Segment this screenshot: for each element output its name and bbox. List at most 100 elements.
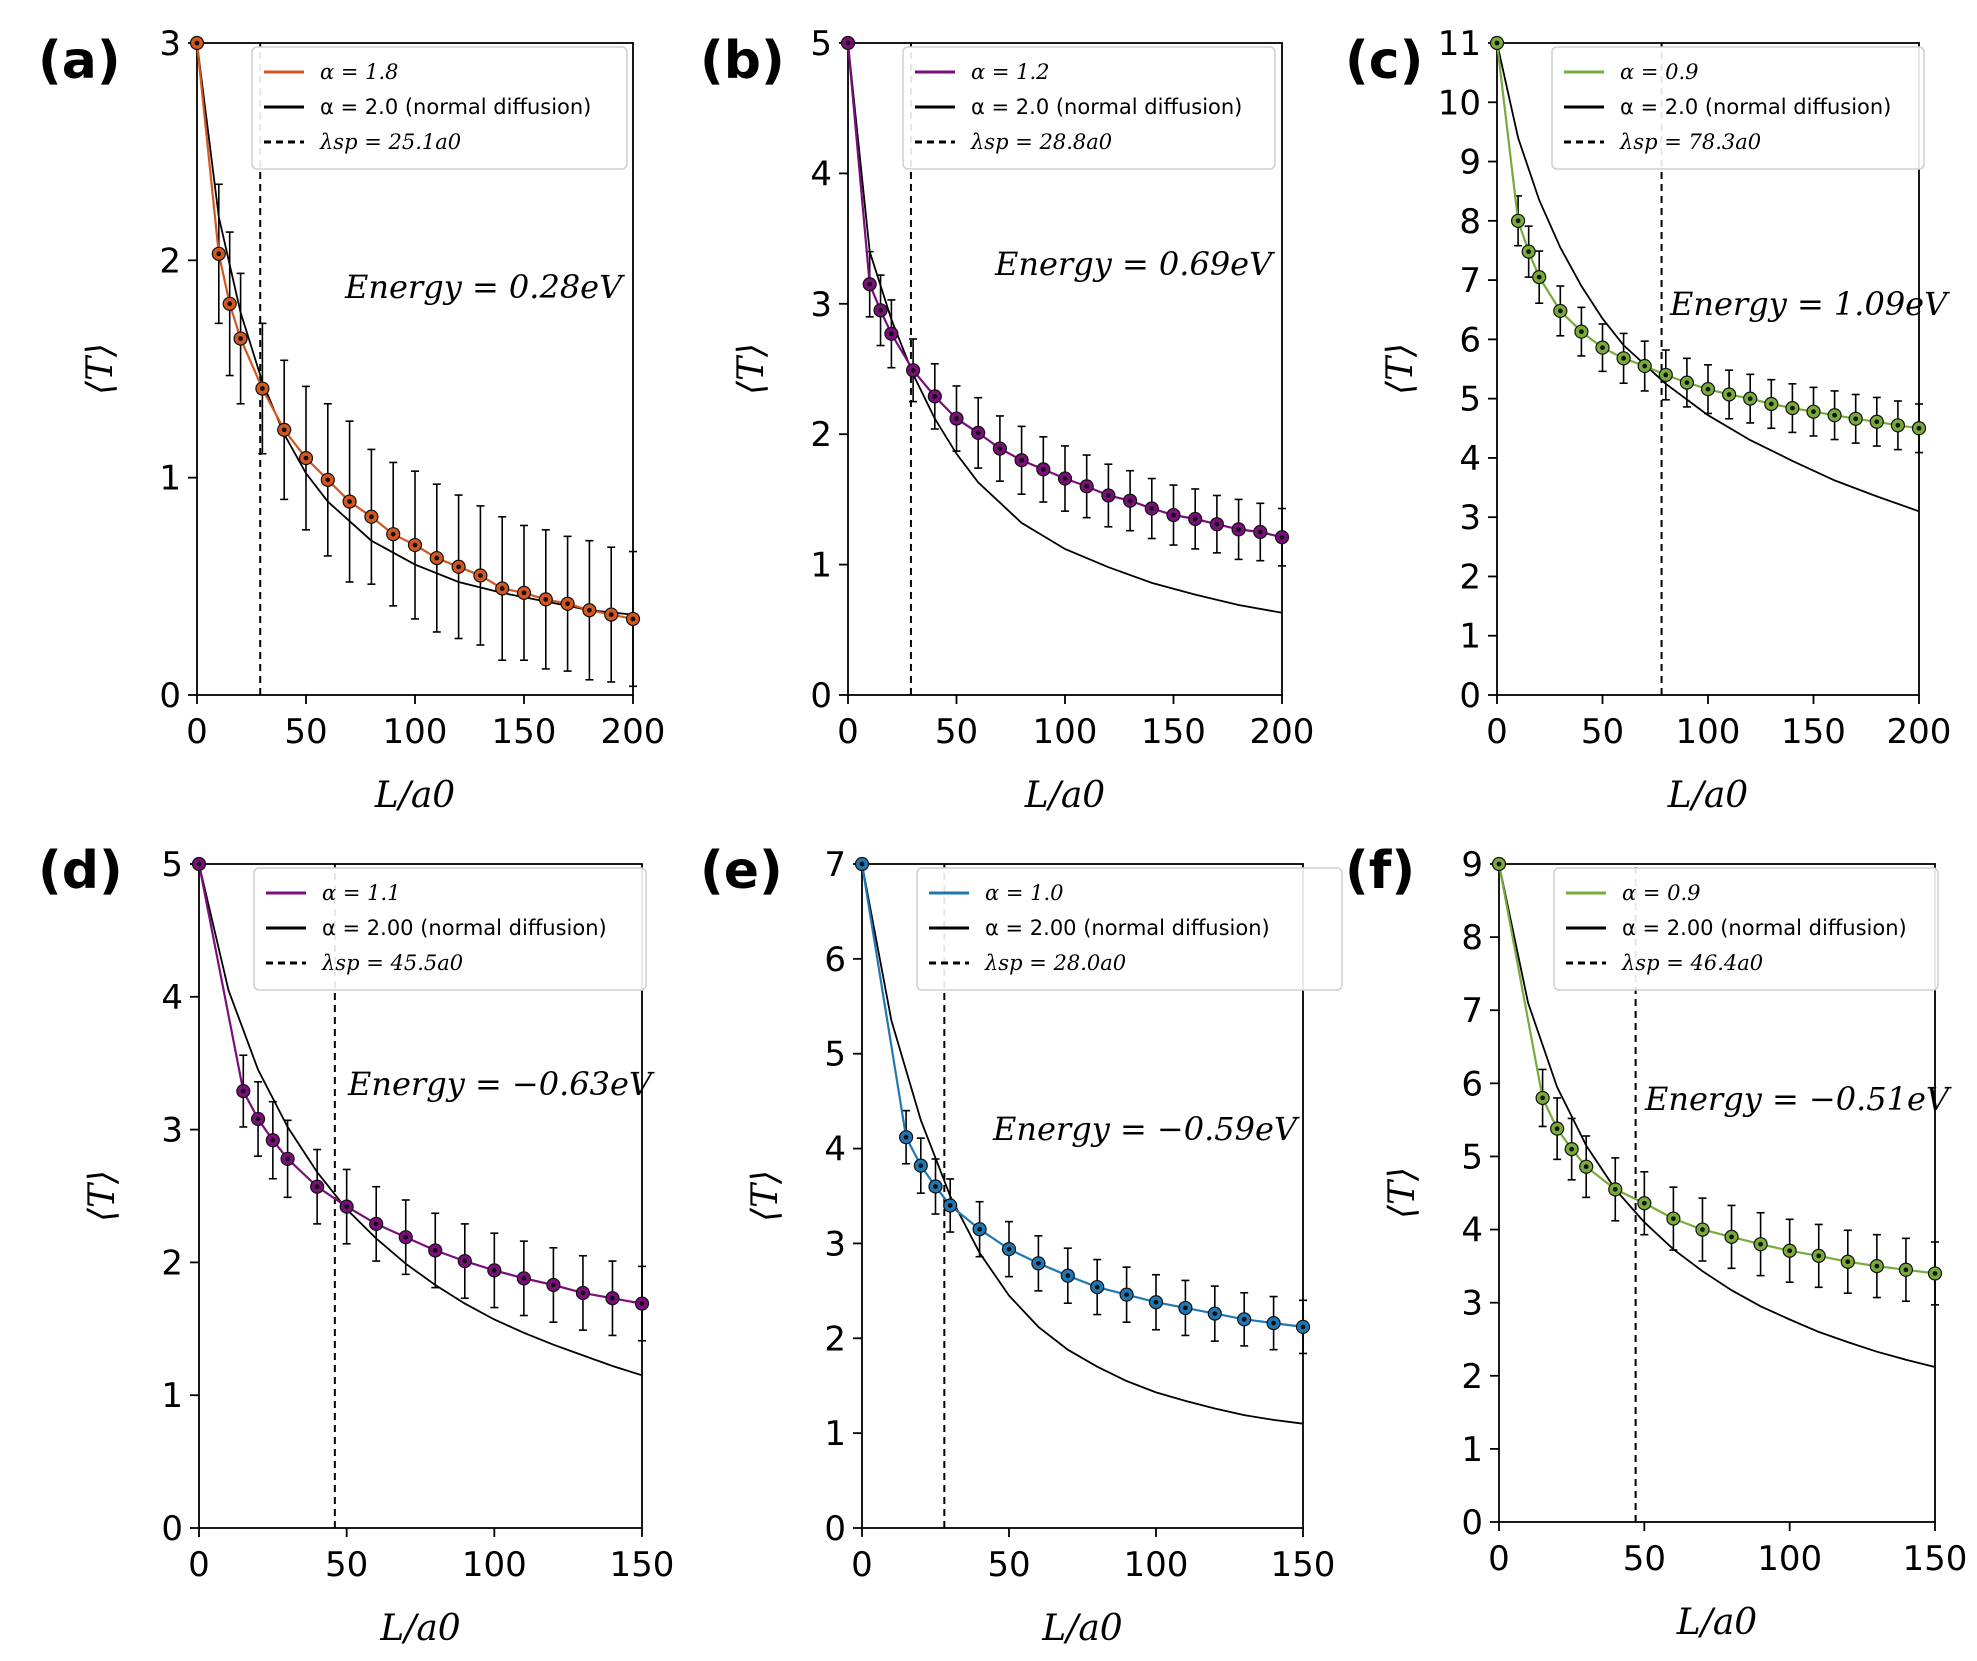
data-point-center bbox=[1895, 422, 1901, 428]
x-axis-label: L/a0 bbox=[1024, 775, 1105, 816]
x-tick-label: 150 bbox=[1271, 1545, 1336, 1585]
y-tick-label: 0 bbox=[1461, 1503, 1483, 1543]
y-tick-label: 3 bbox=[159, 24, 181, 64]
data-point-center bbox=[1811, 409, 1816, 415]
legend-lambda-label: λsp = 46.4a0 bbox=[1621, 951, 1763, 975]
y-tick-label: 4 bbox=[1459, 439, 1481, 479]
data-point-center bbox=[878, 307, 883, 313]
y-tick-label: 3 bbox=[1459, 498, 1481, 538]
legend-normal-label: α = 2.00 (normal diffusion) bbox=[1622, 916, 1907, 940]
legend: α = 1.8 α = 2.0 (normal diffusion) λsp = 2… bbox=[251, 46, 628, 170]
y-tick-label: 4 bbox=[824, 1130, 846, 1170]
x-tick-label: 200 bbox=[601, 712, 666, 752]
y-tick-label: 5 bbox=[1459, 380, 1481, 420]
normal-diffusion-curve bbox=[1498, 863, 1936, 1368]
data-point-center bbox=[1932, 1271, 1938, 1276]
data-point-center bbox=[610, 1295, 615, 1301]
data-point-center bbox=[975, 430, 981, 436]
data-point-center bbox=[1853, 416, 1859, 422]
data-point-center bbox=[1257, 529, 1263, 535]
y-tick-label: 2 bbox=[824, 1319, 846, 1359]
legend-normal-label: α = 2.0 (normal diffusion) bbox=[320, 95, 591, 119]
data-point-center bbox=[1536, 274, 1542, 280]
y-tick-label: 3 bbox=[810, 285, 832, 325]
data-point-center bbox=[543, 596, 549, 602]
alpha-series-line bbox=[846, 42, 1283, 539]
x-axis-label: L/a0 bbox=[1041, 1608, 1122, 1649]
data-point-center bbox=[1671, 1216, 1676, 1221]
panel-label: (f) bbox=[1345, 841, 1415, 901]
y-axis-label: ⟨T⟩ bbox=[82, 1170, 123, 1222]
data-point-center bbox=[303, 455, 309, 461]
data-point-center bbox=[1747, 396, 1753, 402]
y-tick-label: 7 bbox=[824, 845, 846, 885]
y-tick-label: 0 bbox=[159, 676, 181, 716]
data-point-center bbox=[1705, 386, 1711, 392]
legend-box bbox=[251, 46, 628, 170]
data-point-center bbox=[845, 40, 851, 46]
y-tick-label: 11 bbox=[1438, 24, 1481, 64]
data-point-center bbox=[1496, 861, 1502, 867]
plot-frame bbox=[1498, 863, 1936, 1523]
x-tick-label: 200 bbox=[1250, 712, 1315, 752]
x-tick-label: 50 bbox=[325, 1545, 368, 1585]
data-point-center bbox=[551, 1282, 556, 1288]
data-point-center bbox=[903, 1134, 909, 1140]
data-point-center bbox=[344, 1204, 350, 1210]
y-tick-label: 4 bbox=[810, 154, 832, 194]
data-point-center bbox=[1192, 516, 1198, 522]
data-point-center bbox=[1557, 308, 1563, 314]
data-point-center bbox=[1540, 1095, 1545, 1101]
data-point-center bbox=[1726, 392, 1732, 397]
legend-lambda-label: λsp = 45.5a0 bbox=[321, 951, 463, 975]
data-point-center bbox=[997, 446, 1003, 451]
x-tick-label: 150 bbox=[1781, 712, 1846, 752]
data-point-center bbox=[932, 393, 938, 399]
x-tick-label: 100 bbox=[1757, 1539, 1822, 1579]
x-tick-label: 150 bbox=[610, 1545, 675, 1585]
x-tick-label: 100 bbox=[383, 712, 448, 752]
data-point-center bbox=[1494, 40, 1500, 46]
y-axis-label: ⟨T⟩ bbox=[80, 343, 121, 395]
normal-diffusion-curve bbox=[861, 863, 1304, 1425]
legend: α = 1.0 α = 2.00 (normal diffusion) λsp = … bbox=[916, 867, 1343, 991]
energy-annotation: Energy = −0.63eV bbox=[347, 1065, 655, 1103]
legend-alpha-label: α = 1.1 bbox=[322, 881, 401, 905]
data-point-center bbox=[954, 416, 959, 421]
data-point-center bbox=[456, 564, 461, 570]
y-tick-label: 6 bbox=[1459, 320, 1481, 360]
panel-a: (a) 0 50 100 150 200 0 1 2 3 L/a0 ⟨T⟩ α = 1.8 α = 2.0… bbox=[38, 24, 665, 816]
legend: α = 1.1 α = 2.00 (normal diffusion) λsp = … bbox=[253, 867, 647, 991]
x-tick-label: 150 bbox=[1903, 1539, 1968, 1579]
panel-label: (d) bbox=[38, 841, 123, 901]
data-point-center bbox=[1768, 401, 1774, 407]
data-point-center bbox=[285, 1156, 290, 1162]
energy-annotation: Energy = −0.51eV bbox=[1644, 1080, 1952, 1118]
x-axis-label: L/a0 bbox=[379, 1608, 460, 1649]
data-point-center bbox=[1612, 1186, 1618, 1192]
data-point-center bbox=[347, 499, 352, 504]
y-tick-label: 1 bbox=[824, 1414, 846, 1454]
data-point-center bbox=[947, 1203, 953, 1208]
energy-annotation: Energy = 0.69eV bbox=[994, 245, 1275, 283]
data-point-center bbox=[580, 1290, 586, 1296]
data-point-center bbox=[933, 1184, 938, 1189]
y-tick-label: 2 bbox=[161, 1243, 183, 1283]
data-point-center bbox=[1084, 483, 1090, 489]
panel-c: (c) 0 50 100 150 200 0 1 2 3 4 5 6 7 8 9 10 11 L/a0 ⟨T⟩ α = … bbox=[1345, 24, 1951, 816]
data-point-center bbox=[462, 1258, 468, 1264]
normal-diffusion-curve bbox=[198, 863, 643, 1377]
y-tick-label: 2 bbox=[159, 241, 181, 281]
data-point-center bbox=[587, 607, 592, 613]
data-point-center bbox=[910, 367, 916, 373]
legend-box bbox=[253, 867, 647, 991]
x-axis-label: L/a0 bbox=[1676, 1602, 1757, 1643]
y-axis-label: ⟨T⟩ bbox=[745, 1170, 786, 1222]
data-point-center bbox=[1127, 498, 1133, 504]
data-point-center bbox=[1236, 526, 1241, 532]
data-point-center bbox=[1554, 1126, 1560, 1132]
y-tick-label: 0 bbox=[1459, 676, 1481, 716]
x-tick-label: 0 bbox=[186, 712, 208, 752]
